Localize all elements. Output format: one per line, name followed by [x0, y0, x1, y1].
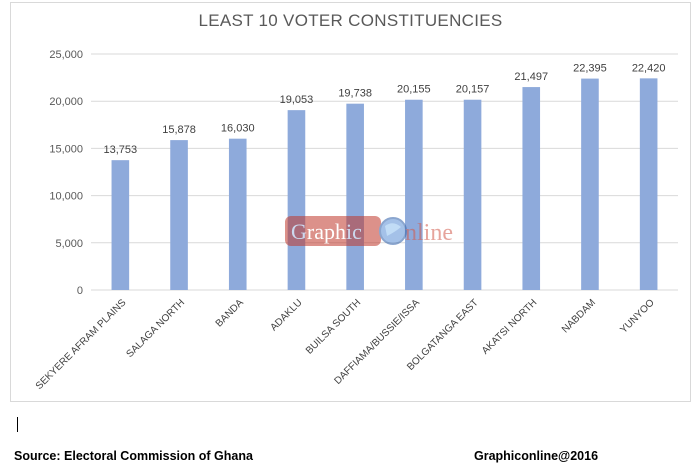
data-label: 20,155 [397, 84, 431, 96]
bar [405, 99, 423, 290]
bar [463, 99, 482, 290]
bar-chart: 0 5,000 10,000 15,000 20,000 25,000 13,753 SEKY… [34, 49, 678, 392]
data-label: 16,030 [221, 123, 255, 135]
bar [346, 103, 364, 290]
y-tick-label: 5,000 [55, 238, 83, 250]
bar [522, 87, 541, 290]
category-label: ADAKLU [268, 297, 304, 333]
category-label: YUNYOO [618, 297, 657, 336]
y-tick-label: 0 [77, 285, 83, 297]
bar [581, 78, 599, 290]
chart-frame: LEAST 10 VOTER CONSTITUENCIES 0 5,000 10,0… [10, 2, 691, 402]
data-label: 22,420 [632, 62, 666, 74]
y-tick-label: 10,000 [49, 191, 83, 203]
y-tick-label: 25,000 [49, 49, 83, 61]
bar [287, 110, 306, 290]
category-label: SALAGA NORTH [125, 297, 188, 360]
credit-note: Graphiconline@2016 [474, 449, 599, 463]
bar [639, 78, 658, 291]
logo-text-left: Graphic [291, 219, 362, 244]
source-note: Source: Electoral Commission of Ghana [14, 449, 253, 463]
graphic-online-logo: Graphic nline [285, 216, 453, 246]
data-label: 15,878 [162, 124, 196, 136]
y-tick-label: 20,000 [49, 96, 83, 108]
data-label: 13,753 [104, 144, 138, 156]
category-label: AKATSI NORTH [480, 297, 539, 356]
chart-title: LEAST 10 VOTER CONSTITUENCIES [198, 11, 503, 30]
y-tick-label: 15,000 [49, 143, 83, 155]
bar [111, 160, 130, 290]
logo-text-right: nline [405, 220, 453, 246]
data-label: 21,497 [514, 71, 548, 83]
data-label: 22,395 [573, 63, 607, 75]
bar [228, 138, 247, 290]
data-label: 19,053 [280, 94, 314, 106]
text-cursor [17, 417, 18, 432]
data-label: 19,738 [338, 88, 372, 100]
category-label: BANDA [214, 297, 246, 329]
data-label: 20,157 [456, 84, 490, 96]
category-label: BUILSA SOUTH [304, 297, 363, 356]
category-label: NABDAM [560, 297, 598, 335]
bar [170, 140, 188, 290]
category-label: SEKYERE AFRAM PLAINS [34, 297, 129, 392]
